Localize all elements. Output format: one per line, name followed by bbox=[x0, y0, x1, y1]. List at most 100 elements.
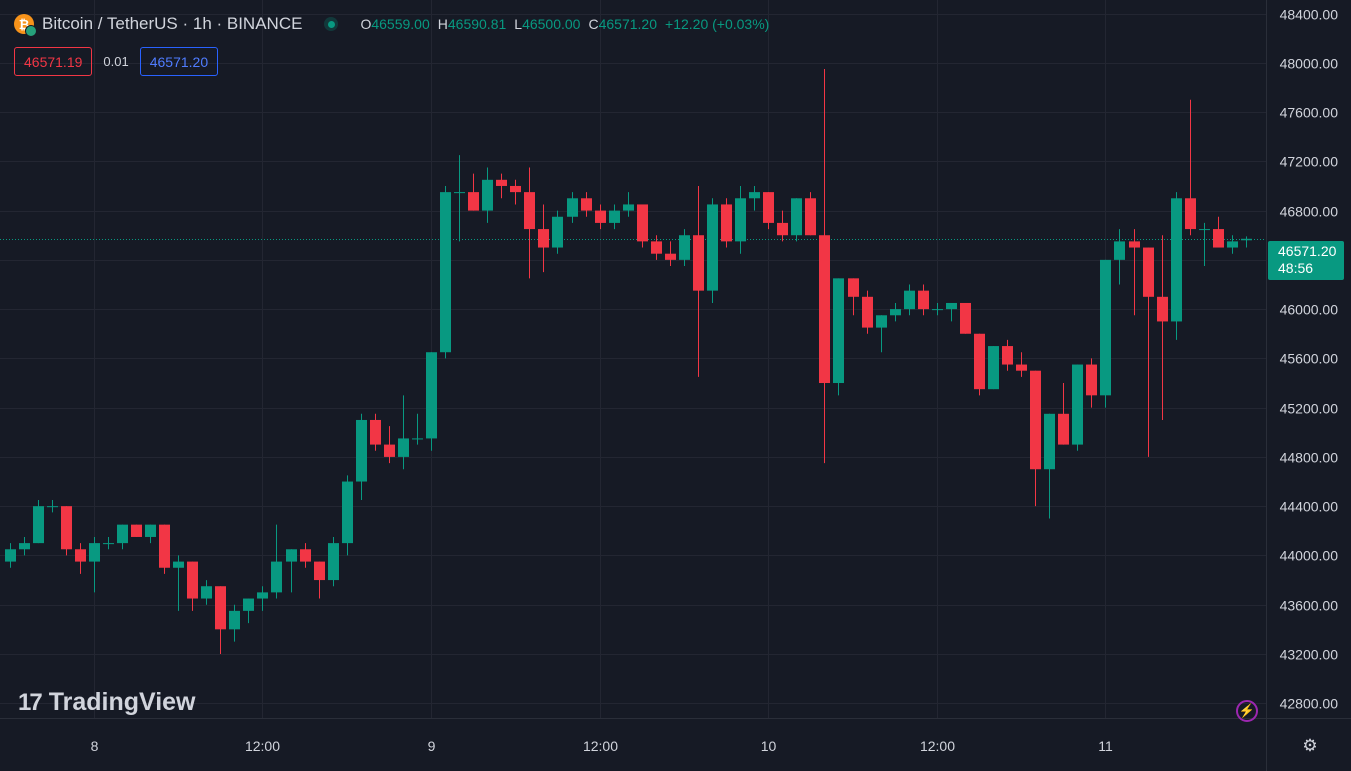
tradingview-logo[interactable]: 17 TradingView bbox=[18, 688, 196, 717]
candle-body bbox=[665, 253, 676, 260]
candle bbox=[5, 543, 16, 568]
candle-body bbox=[454, 192, 465, 194]
y-tick-label: 43200.00 bbox=[1280, 647, 1339, 663]
candle-body bbox=[1143, 247, 1154, 297]
candle bbox=[33, 500, 44, 544]
sell-button[interactable]: 46571.19 bbox=[14, 47, 93, 76]
candle-body bbox=[960, 302, 971, 334]
candle bbox=[595, 204, 606, 230]
candle-body bbox=[243, 598, 254, 611]
buy-button[interactable]: 46571.20 bbox=[139, 47, 219, 76]
x-tick-label: 9 bbox=[428, 738, 436, 754]
candle-body bbox=[47, 506, 58, 508]
grid-lines bbox=[0, 0, 1266, 718]
candle-body bbox=[229, 610, 240, 630]
candle-body bbox=[623, 204, 634, 211]
candle-body bbox=[89, 543, 100, 562]
bar-countdown: 48:56 bbox=[1278, 260, 1314, 276]
candle-body bbox=[145, 524, 156, 537]
candle-body bbox=[187, 561, 198, 599]
candle bbox=[19, 536, 30, 556]
candle bbox=[229, 604, 240, 642]
candle-body bbox=[300, 549, 311, 562]
candle bbox=[1227, 235, 1238, 254]
candle-body bbox=[749, 192, 760, 199]
y-tick-label: 48000.00 bbox=[1280, 56, 1339, 72]
high-value: 46590.81 bbox=[447, 16, 507, 32]
x-tick-label: 8 bbox=[91, 738, 99, 754]
candle-body bbox=[496, 179, 507, 186]
candle bbox=[721, 198, 732, 248]
candle bbox=[862, 290, 873, 334]
candle-body bbox=[1227, 241, 1238, 248]
candle-body bbox=[819, 235, 830, 384]
candle-body bbox=[651, 241, 662, 254]
spread-value: 0.01 bbox=[103, 54, 129, 69]
bitcoin-icon[interactable]: ₿ bbox=[14, 14, 37, 37]
current-price-label: 46571.20 48:56 bbox=[1268, 241, 1344, 280]
open-label: O bbox=[360, 16, 372, 32]
candle bbox=[904, 284, 915, 316]
symbol-title[interactable]: Bitcoin / TetherUS · 1h · BINANCE bbox=[42, 14, 303, 33]
candle-body bbox=[103, 543, 114, 545]
candle-body bbox=[314, 561, 325, 581]
candle bbox=[1100, 259, 1111, 408]
candle bbox=[440, 185, 451, 359]
settings-icon[interactable]: ⚙ bbox=[1302, 736, 1318, 755]
market-status-icon[interactable] bbox=[324, 17, 339, 31]
close-value: 46571.20 bbox=[598, 16, 658, 32]
candle-body bbox=[5, 549, 16, 562]
candle-body bbox=[1171, 198, 1182, 322]
candle bbox=[482, 167, 493, 223]
candle bbox=[89, 536, 100, 593]
candle bbox=[524, 167, 535, 279]
candle bbox=[665, 241, 676, 267]
candle-body bbox=[215, 586, 226, 630]
candle-body bbox=[1129, 241, 1140, 248]
chart-header: ₿ Bitcoin / TetherUS · 1h · BINANCE O465… bbox=[14, 14, 770, 37]
candle-body bbox=[342, 481, 353, 544]
y-tick-label: 44400.00 bbox=[1280, 499, 1339, 515]
candle-body bbox=[173, 561, 184, 568]
flash-icon[interactable]: ⚡ bbox=[1236, 700, 1258, 722]
y-tick-label: 47600.00 bbox=[1280, 105, 1339, 121]
candle-body bbox=[763, 192, 774, 223]
candle bbox=[1213, 216, 1224, 248]
y-tick-label: 47200.00 bbox=[1280, 154, 1339, 170]
candle bbox=[609, 204, 620, 230]
candle bbox=[1016, 352, 1027, 377]
candle-body bbox=[679, 235, 690, 260]
candle bbox=[1129, 229, 1140, 316]
y-tick-label: 44800.00 bbox=[1280, 450, 1339, 466]
candle-body bbox=[1185, 198, 1196, 230]
candle bbox=[735, 185, 746, 254]
candle bbox=[581, 192, 592, 217]
candle-body bbox=[777, 222, 788, 236]
tradingview-logo-icon: 17 bbox=[18, 688, 43, 716]
candle-body bbox=[988, 346, 999, 390]
candle bbox=[426, 352, 437, 451]
candle-body bbox=[1241, 238, 1252, 241]
candle-body bbox=[440, 192, 451, 353]
candle-body bbox=[637, 204, 648, 242]
candle bbox=[1157, 235, 1168, 420]
candle-body bbox=[257, 592, 268, 599]
candle bbox=[946, 302, 957, 322]
y-tick-label: 44000.00 bbox=[1280, 548, 1339, 564]
change-value: +12.20 (+0.03%) bbox=[665, 16, 770, 32]
candle bbox=[398, 395, 409, 470]
candle-body bbox=[707, 204, 718, 291]
y-tick-label: 46000.00 bbox=[1280, 302, 1339, 318]
candle-body bbox=[890, 309, 901, 316]
candle-body bbox=[117, 524, 128, 544]
candle-body bbox=[1030, 370, 1041, 470]
candle-body bbox=[932, 309, 943, 311]
open-value: 46559.00 bbox=[371, 16, 430, 32]
candle-body bbox=[974, 333, 985, 390]
candle bbox=[257, 586, 268, 611]
candle bbox=[1171, 192, 1182, 340]
candle-body bbox=[833, 278, 844, 384]
candle bbox=[159, 524, 170, 574]
candle bbox=[988, 346, 999, 390]
